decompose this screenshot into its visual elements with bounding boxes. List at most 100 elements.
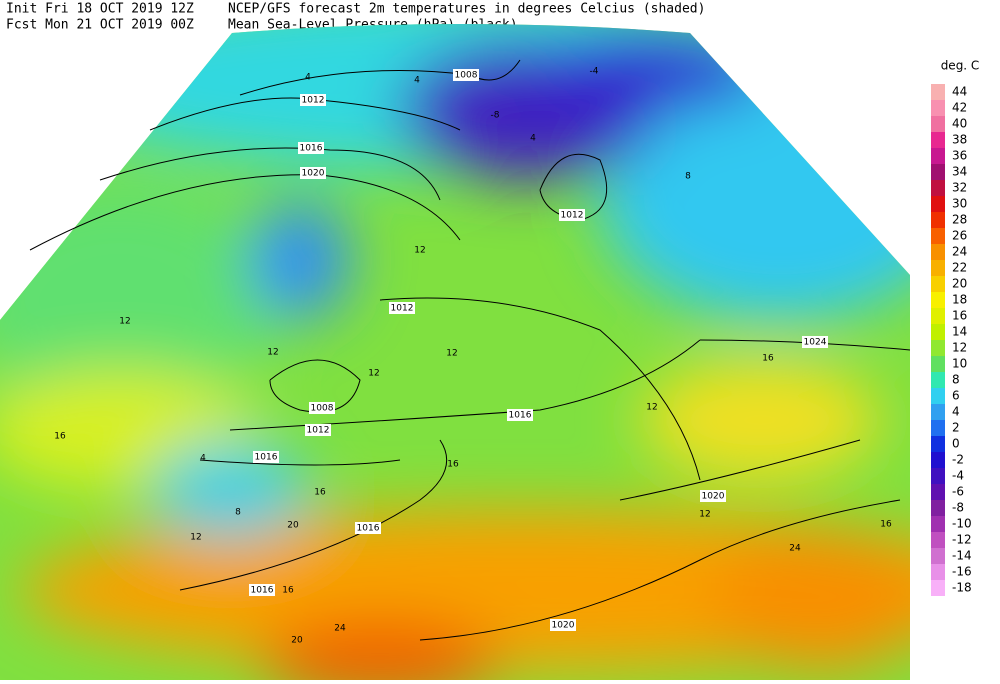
legend-label: 22 [952,261,967,275]
legend-label: 16 [952,309,967,323]
isobar-label: 1016 [251,586,274,596]
isobar-label-bg [309,402,335,414]
legend-swatch [931,516,945,532]
legend-swatch [931,388,945,404]
legend-label: -10 [952,517,972,531]
isobar-label-bg [298,142,324,154]
legend-swatch [931,324,945,340]
legend-swatch [931,308,945,324]
legend-label: 8 [952,373,960,387]
temperature-label: 16 [447,460,459,470]
temperature-label: 20 [291,636,303,646]
legend-swatch [931,148,945,164]
legend-swatch [931,292,945,308]
legend-swatch [931,228,945,244]
legend-label: -4 [952,469,964,483]
legend-label: 34 [952,165,967,179]
isobar-label-bg [802,336,828,348]
legend-label: 38 [952,133,967,147]
temperature-label: 4 [414,76,420,86]
legend: 4442403836343230282624222018161412108642… [931,84,972,596]
legend-swatch [931,84,945,100]
isobar-label-bg [550,619,576,631]
legend-label: -12 [952,533,972,547]
temperature-label: 12 [646,403,657,413]
legend-title: deg. C [941,59,980,73]
isobar-label: 1024 [804,338,827,348]
legend-swatch [931,404,945,420]
legend-label: 20 [952,277,967,291]
isobar-label-bg [389,302,415,314]
temperature-label: 16 [880,520,892,530]
temperature-label: 20 [287,521,299,531]
legend-swatch [931,260,945,276]
temperature-label: -4 [590,67,599,77]
legend-swatch [931,276,945,292]
legend-label: 12 [952,341,967,355]
isobar-label: 1016 [357,524,380,534]
legend-label: 4 [952,405,960,419]
legend-label: 40 [952,117,967,131]
isobar-label: 1016 [300,144,323,154]
legend-swatch [931,468,945,484]
legend-label: 36 [952,149,967,163]
legend-swatch [931,180,945,196]
temperature-label: 8 [685,172,691,182]
temperature-label: 12 [190,533,201,543]
legend-label: 0 [952,437,960,451]
temperature-label: 24 [334,624,346,634]
legend-label: 14 [952,325,967,339]
legend-swatch [931,500,945,516]
isobar-label: 1008 [455,71,478,81]
legend-label: 2 [952,421,960,435]
legend-swatch [931,244,945,260]
temperature-label: 16 [54,432,66,442]
temperature-label: 12 [414,246,425,256]
temperature-label: -8 [491,111,500,121]
legend-swatch [931,372,945,388]
legend-label: -18 [952,581,972,595]
temperature-label: 12 [446,349,457,359]
legend-swatch [931,100,945,116]
isobar-label: 1020 [552,621,575,631]
temperature-label: 4 [200,454,206,464]
forecast-time: Fcst Mon 21 OCT 2019 00Z [6,18,194,33]
legend-swatch [931,532,945,548]
temperature-label: 12 [267,348,278,358]
legend-label: 44 [952,85,967,99]
legend-swatch [931,420,945,436]
temperature-label: 12 [368,369,379,379]
legend-swatch [931,164,945,180]
isobar-label-bg [305,424,331,436]
legend-swatch [931,484,945,500]
isobar-label: 1012 [391,304,414,314]
legend-label: -8 [952,501,964,515]
temperature-label: 24 [789,544,801,554]
isobar-label: 1012 [307,426,330,436]
temperature-label: 12 [119,317,130,327]
isobar-label: 1012 [561,211,584,221]
isobar-label: 1008 [311,404,334,414]
temperature-label: 4 [530,134,536,144]
isobar-label: 1012 [302,96,325,106]
map-labels: 1008 1012 1016 1020 1012 1012 1008 1012 1016 1016… [54,67,892,646]
legend-label: -2 [952,453,964,467]
isobar-label-bg [453,69,479,81]
legend-label: 6 [952,389,960,403]
legend-label: 10 [952,357,967,371]
isobar-label: 1016 [255,453,278,463]
isobar-label: 1020 [702,492,725,502]
legend-swatch [931,196,945,212]
legend-label: 28 [952,213,967,227]
legend-label: 30 [952,197,967,211]
isobar-label: 1020 [302,169,325,179]
legend-label: 18 [952,293,967,307]
isobar-label-bg [700,490,726,502]
isobar-label-bg [355,522,381,534]
temperature-label: 8 [235,508,241,518]
isobar-label-bg [559,209,585,221]
legend-label: 24 [952,245,967,259]
init-time: Init Fri 18 OCT 2019 12Z [6,2,194,17]
